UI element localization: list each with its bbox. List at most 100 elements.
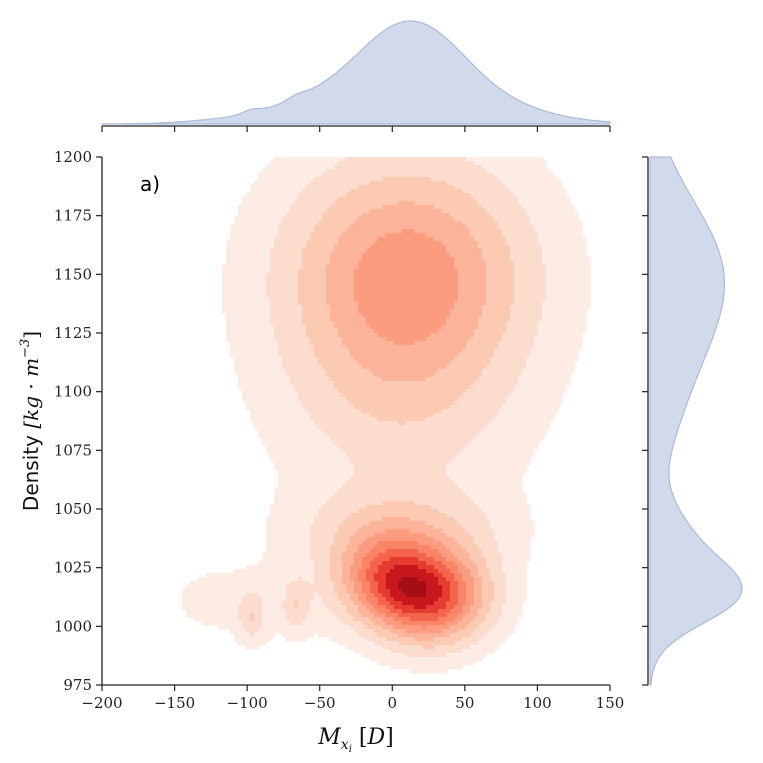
density-cell [326, 197, 331, 202]
density-cell [478, 369, 483, 374]
density-cell [470, 337, 475, 342]
density-cell [266, 301, 271, 306]
density-cell [442, 317, 447, 322]
density-cell [350, 353, 355, 358]
density-cell [302, 353, 307, 358]
density-cell [310, 241, 315, 246]
density-cell [270, 245, 275, 250]
density-cell [326, 193, 331, 198]
density-cell [446, 281, 451, 286]
density-cell [426, 217, 431, 222]
density-cell [310, 229, 315, 234]
density-cell [366, 221, 371, 226]
density-cell [222, 281, 227, 286]
density-cell [298, 273, 303, 278]
density-cell [338, 381, 343, 386]
density-cell [390, 277, 395, 282]
density-cell [382, 373, 387, 378]
density-cell [254, 377, 259, 382]
density-cell [250, 245, 255, 250]
density-cell [266, 165, 271, 170]
density-cell [246, 317, 251, 322]
density-cell [410, 241, 415, 246]
density-cell [370, 157, 375, 162]
density-cell [378, 157, 383, 162]
density-cell [374, 177, 379, 182]
density-cell [462, 313, 467, 318]
density-cell [378, 225, 383, 230]
density-cell [506, 269, 511, 274]
density-cell [394, 253, 399, 258]
density-cell [282, 161, 287, 166]
density-cell [554, 357, 559, 362]
density-cell [354, 173, 359, 178]
density-cell [398, 349, 403, 354]
density-cell [542, 341, 547, 346]
density-cell [366, 381, 371, 386]
density-cell [298, 377, 303, 382]
density-cell [334, 217, 339, 222]
density-cell [322, 321, 327, 326]
density-cell [306, 249, 311, 254]
density-cell [362, 289, 367, 294]
density-cell [582, 237, 587, 242]
density-cell [514, 277, 519, 282]
density-cell [570, 269, 575, 274]
density-cell [282, 341, 287, 346]
density-cell [394, 233, 399, 238]
density-cell [554, 381, 559, 386]
density-cell [486, 385, 491, 390]
density-cell [506, 225, 511, 230]
density-cell [542, 225, 547, 230]
density-cell [254, 269, 259, 274]
density-cell [494, 317, 499, 322]
density-cell [350, 249, 355, 254]
density-cell [438, 205, 443, 210]
density-cell [542, 193, 547, 198]
density-cell [398, 249, 403, 254]
density-cell [338, 325, 343, 330]
density-cell [226, 261, 231, 266]
density-cell [394, 225, 399, 230]
density-cell [574, 237, 579, 242]
density-cell [430, 205, 435, 210]
density-cell [262, 257, 267, 262]
density-cell [474, 169, 479, 174]
density-cell [270, 329, 275, 334]
density-cell [318, 189, 323, 194]
density-cell [394, 237, 399, 242]
density-cell [482, 177, 487, 182]
density-cell [410, 361, 415, 366]
density-cell [302, 341, 307, 346]
density-cell [514, 257, 519, 262]
density-cell [558, 241, 563, 246]
density-cell [294, 333, 299, 338]
density-cell [314, 205, 319, 210]
density-cell [462, 377, 467, 382]
density-cell [538, 193, 543, 198]
density-cell [446, 165, 451, 170]
density-cell [362, 329, 367, 334]
density-cell [422, 337, 427, 342]
density-cell [362, 269, 367, 274]
density-cell [486, 281, 491, 286]
density-cell [238, 257, 243, 262]
density-cell [386, 293, 391, 298]
density-cell [470, 325, 475, 330]
density-cell [514, 221, 519, 226]
density-cell [314, 165, 319, 170]
density-cell [422, 313, 427, 318]
density-cell [446, 285, 451, 290]
density-cell [278, 361, 283, 366]
density-cell [546, 325, 551, 330]
density-cell [546, 297, 551, 302]
density-cell [382, 337, 387, 342]
density-cell [422, 269, 427, 274]
density-cell [550, 345, 555, 350]
density-cell [314, 277, 319, 282]
density-cell [426, 197, 431, 202]
density-cell [390, 381, 395, 386]
density-cell [442, 293, 447, 298]
density-cell [354, 269, 359, 274]
density-cell [582, 265, 587, 270]
